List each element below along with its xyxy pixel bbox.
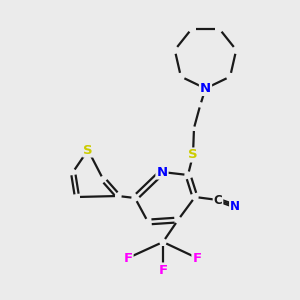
Text: F: F (123, 251, 133, 265)
Text: C: C (214, 194, 222, 206)
Text: S: S (83, 143, 93, 157)
Text: F: F (192, 251, 202, 265)
Text: S: S (188, 148, 198, 161)
Text: N: N (156, 166, 168, 178)
Text: F: F (158, 263, 168, 277)
Text: N: N (200, 82, 211, 95)
Text: N: N (230, 200, 240, 212)
